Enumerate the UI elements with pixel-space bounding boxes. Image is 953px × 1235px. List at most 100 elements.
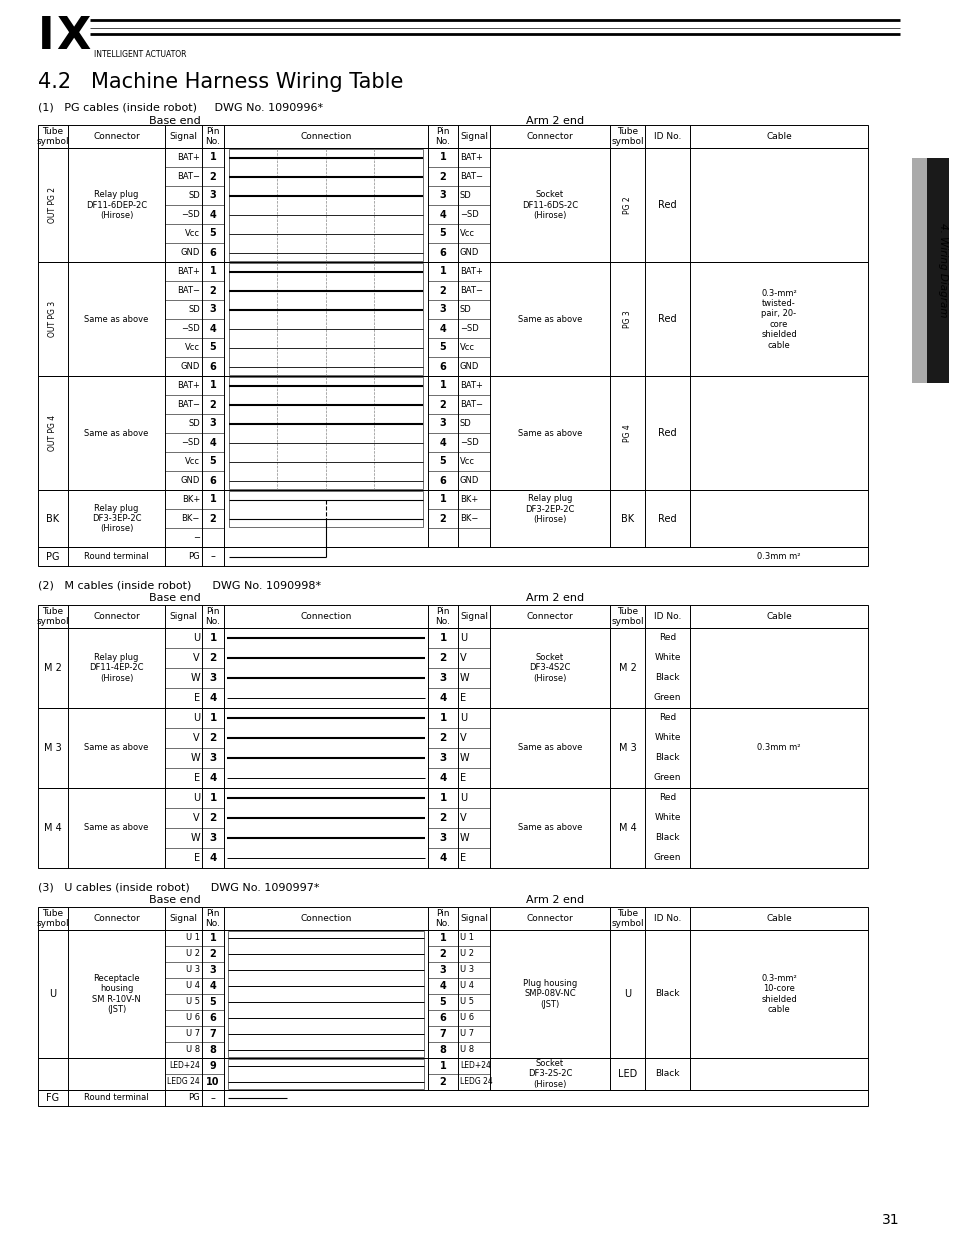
Text: BAT−: BAT− <box>459 287 482 295</box>
Text: 8: 8 <box>210 1045 216 1055</box>
Text: Connector: Connector <box>93 613 140 621</box>
Text: U 1: U 1 <box>186 934 200 942</box>
Text: 2: 2 <box>439 813 446 823</box>
Text: U 4: U 4 <box>186 982 200 990</box>
Text: 9: 9 <box>210 1061 216 1071</box>
Bar <box>229 149 422 261</box>
Text: Red: Red <box>658 200 676 210</box>
Text: Signal: Signal <box>459 613 488 621</box>
Text: 0.3-mm²
10-core
shielded
cable: 0.3-mm² 10-core shielded cable <box>760 974 796 1014</box>
Text: OUT PG 4: OUT PG 4 <box>49 415 57 451</box>
Text: 5: 5 <box>210 457 216 467</box>
Text: 1: 1 <box>210 267 216 277</box>
Bar <box>911 158 926 383</box>
Text: 6: 6 <box>439 362 446 372</box>
Text: Vcc: Vcc <box>185 228 200 238</box>
Text: Same as above: Same as above <box>517 315 581 324</box>
Text: GND: GND <box>180 475 200 485</box>
Text: Vcc: Vcc <box>185 457 200 466</box>
Text: U: U <box>459 793 467 803</box>
Text: −: − <box>193 534 200 542</box>
Text: Signal: Signal <box>170 613 197 621</box>
Text: FG: FG <box>47 1093 59 1103</box>
Text: OUT PG 2: OUT PG 2 <box>49 186 57 224</box>
Text: 2: 2 <box>439 948 446 960</box>
Text: Connector: Connector <box>93 914 140 923</box>
Text: (1)   PG cables (inside robot)     DWG No. 1090996*: (1) PG cables (inside robot) DWG No. 109… <box>38 103 323 112</box>
Text: Vcc: Vcc <box>185 343 200 352</box>
Text: 3: 3 <box>439 673 446 683</box>
Text: 6: 6 <box>439 1013 446 1023</box>
Text: Tube
symbol: Tube symbol <box>36 909 70 929</box>
Text: Signal: Signal <box>170 914 197 923</box>
Text: 4: 4 <box>439 210 446 220</box>
Text: 5: 5 <box>210 342 216 352</box>
Text: GND: GND <box>180 248 200 257</box>
Text: Base end: Base end <box>149 116 201 126</box>
Text: Signal: Signal <box>170 132 197 141</box>
Text: −SD: −SD <box>459 438 478 447</box>
Text: BAT+: BAT+ <box>177 382 200 390</box>
Text: LED: LED <box>618 1070 637 1079</box>
Text: Pin
No.: Pin No. <box>205 606 220 626</box>
Bar <box>228 931 423 1057</box>
Text: 2: 2 <box>439 1077 446 1087</box>
Text: M 3: M 3 <box>618 743 636 753</box>
Text: Pin
No.: Pin No. <box>205 909 220 929</box>
Text: Same as above: Same as above <box>84 429 149 437</box>
Text: Tube
symbol: Tube symbol <box>611 127 643 146</box>
Bar <box>228 1058 423 1089</box>
Text: GND: GND <box>459 475 478 485</box>
Text: PG: PG <box>46 552 60 562</box>
Bar <box>38 1058 867 1091</box>
Text: 1: 1 <box>439 634 446 643</box>
Text: ID No.: ID No. <box>653 132 680 141</box>
Text: −SD: −SD <box>181 324 200 333</box>
Text: SD: SD <box>188 191 200 200</box>
Bar <box>38 906 867 930</box>
Text: U 6: U 6 <box>459 1014 474 1023</box>
Text: PG: PG <box>188 1093 200 1103</box>
Text: Socket
DF11-6DS-2C
(Hirose): Socket DF11-6DS-2C (Hirose) <box>521 190 578 220</box>
Text: 1: 1 <box>209 713 216 722</box>
Text: −SD: −SD <box>181 210 200 219</box>
Bar <box>38 262 867 375</box>
Text: 0.3mm m²: 0.3mm m² <box>757 743 800 752</box>
Text: U: U <box>459 713 467 722</box>
Bar <box>38 788 867 868</box>
Text: 2: 2 <box>439 653 446 663</box>
Text: 0.3-mm²
twisted-
pair, 20-
core
shielded
cable: 0.3-mm² twisted- pair, 20- core shielded… <box>760 289 796 350</box>
Text: 1: 1 <box>210 494 216 505</box>
Text: SD: SD <box>188 305 200 314</box>
Text: 4. Wiring Diagram: 4. Wiring Diagram <box>937 222 947 317</box>
Text: 2: 2 <box>210 285 216 295</box>
Text: U 8: U 8 <box>186 1046 200 1055</box>
Text: 3: 3 <box>439 832 446 844</box>
Text: −SD: −SD <box>459 324 478 333</box>
Text: 4: 4 <box>210 324 216 333</box>
Bar <box>38 125 867 148</box>
Text: SD: SD <box>188 419 200 429</box>
Text: SD: SD <box>459 191 471 200</box>
Text: M 4: M 4 <box>44 823 62 832</box>
Text: GND: GND <box>459 362 478 370</box>
Text: E: E <box>193 693 200 703</box>
Text: Black: Black <box>655 834 679 842</box>
Text: Relay plug
DF3-3EP-2C
(Hirose): Relay plug DF3-3EP-2C (Hirose) <box>91 504 141 534</box>
Text: Vcc: Vcc <box>459 343 475 352</box>
Text: M 3: M 3 <box>44 743 62 753</box>
Text: Same as above: Same as above <box>84 315 149 324</box>
Text: U 3: U 3 <box>459 966 474 974</box>
Text: 4: 4 <box>439 437 446 447</box>
Text: 5: 5 <box>210 997 216 1007</box>
Text: U: U <box>193 634 200 643</box>
Text: 1: 1 <box>439 932 446 944</box>
Text: Tube
symbol: Tube symbol <box>611 606 643 626</box>
Text: Connection: Connection <box>300 914 352 923</box>
Text: E: E <box>459 693 466 703</box>
Text: U 5: U 5 <box>459 998 474 1007</box>
Text: Tube
symbol: Tube symbol <box>611 909 643 929</box>
Text: W: W <box>191 832 200 844</box>
Text: U 2: U 2 <box>459 950 474 958</box>
Text: Black: Black <box>655 1070 679 1078</box>
